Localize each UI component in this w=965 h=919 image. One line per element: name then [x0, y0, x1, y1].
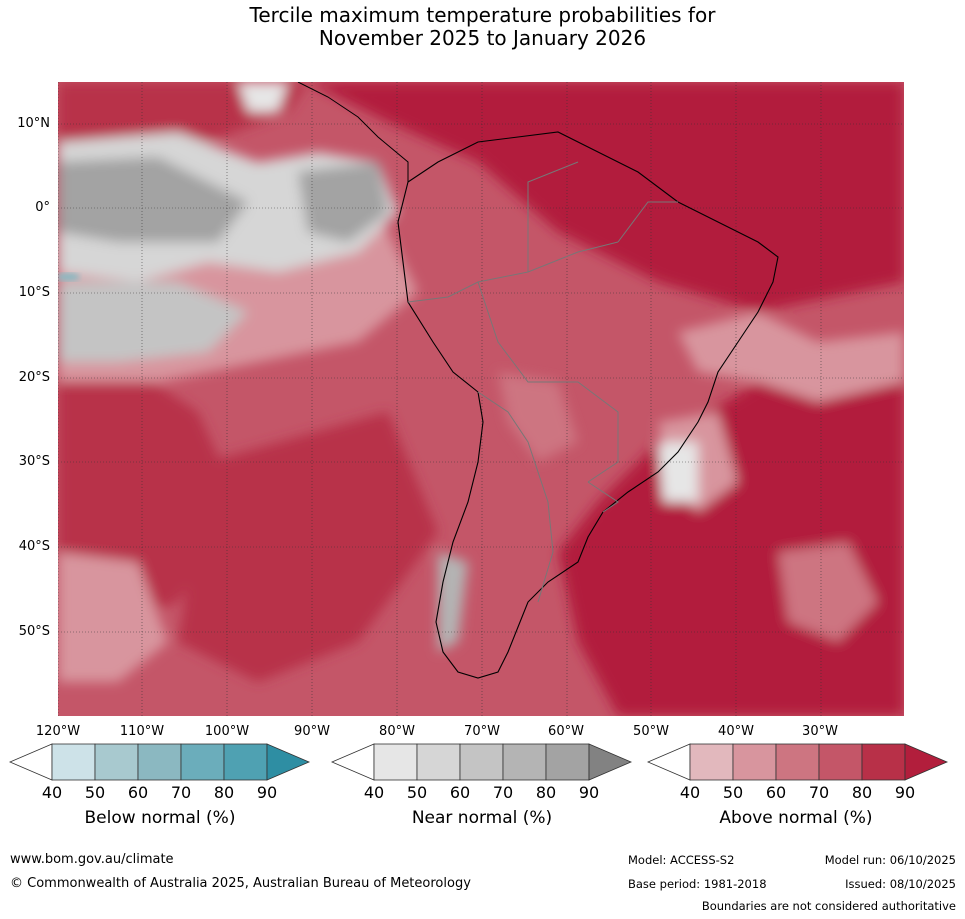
- graticule: [58, 82, 904, 716]
- title-line-2: November 2025 to January 2026: [318, 26, 647, 50]
- above-tick: 60: [765, 783, 787, 802]
- boundaries-disclaimer: Boundaries are not considered authoritat…: [701, 899, 956, 913]
- lon-label-40w: 40°W: [718, 724, 754, 739]
- above-swatch-60-70: [775, 743, 820, 781]
- near-swatch-under: [330, 743, 375, 781]
- lat-label-30s: 30°S: [18, 454, 50, 469]
- below-swatch-60-70: [137, 743, 182, 781]
- issued-date: Issued: 08/10/2025: [845, 877, 956, 891]
- map-canvas: [58, 82, 904, 716]
- above-swatch-40-50: [689, 743, 734, 781]
- above-swatch-70-80: [818, 743, 863, 781]
- lat-label-40s: 40°S: [18, 539, 50, 554]
- lat-label-0: 0°: [35, 200, 50, 215]
- model-name: Model: ACCESS-S2: [628, 853, 735, 867]
- above-tick: 40: [679, 783, 701, 802]
- near-tick: 50: [406, 783, 428, 802]
- below-tick: 70: [170, 783, 192, 802]
- below-swatch-70-80: [180, 743, 225, 781]
- lon-label-120w: 120°W: [35, 724, 81, 739]
- chart-title: Tercile maximum temperature probabilitie…: [0, 4, 965, 50]
- near-swatch-40-50: [373, 743, 418, 781]
- near-swatch-50-60: [416, 743, 461, 781]
- near-tick: 60: [449, 783, 471, 802]
- below-normal-title: Below normal (%): [84, 808, 236, 828]
- below-swatch-under: [8, 743, 53, 781]
- lon-label-100w: 100°W: [204, 724, 250, 739]
- near-swatch-over: [588, 743, 633, 781]
- model-run: Model run: 06/10/2025: [824, 853, 956, 867]
- above-swatch-80-90: [861, 743, 906, 781]
- title-line-1: Tercile maximum temperature probabilitie…: [249, 3, 716, 27]
- near-swatch-60-70: [459, 743, 504, 781]
- near-normal-title: Near normal (%): [411, 808, 553, 828]
- lon-label-30w: 30°W: [802, 724, 838, 739]
- website-link[interactable]: www.bom.gov.au/climate: [10, 852, 174, 867]
- base-period: Base period: 1981-2018: [628, 877, 767, 891]
- copyright-text: © Commonwealth of Australia 2025, Austra…: [10, 876, 471, 891]
- above-normal-title: Above normal (%): [719, 808, 873, 828]
- below-swatch-50-60: [94, 743, 139, 781]
- central-america-coastline: [297, 82, 409, 182]
- above-tick: 90: [894, 783, 916, 802]
- lon-label-70w: 70°W: [464, 724, 500, 739]
- near-tick: 70: [492, 783, 514, 802]
- country-borders: [407, 161, 678, 603]
- below-tick: 80: [213, 783, 235, 802]
- lon-label-60w: 60°W: [548, 724, 584, 739]
- near-tick: 40: [363, 783, 385, 802]
- near-swatch-70-80: [502, 743, 547, 781]
- below-swatch-40-50: [51, 743, 96, 781]
- near-normal-colorbar: [330, 743, 633, 781]
- near-tick: 80: [535, 783, 557, 802]
- above-swatch-50-60: [732, 743, 777, 781]
- below-swatch-over: [266, 743, 311, 781]
- below-swatch-80-90: [223, 743, 268, 781]
- lon-label-90w: 90°W: [294, 724, 330, 739]
- above-tick: 80: [851, 783, 873, 802]
- lat-label-10n: 10°N: [17, 116, 50, 131]
- above-tick: 50: [722, 783, 744, 802]
- lon-label-110w: 110°W: [119, 724, 165, 739]
- lat-label-20s: 20°S: [18, 370, 50, 385]
- below-tick: 90: [256, 783, 278, 802]
- below-tick: 60: [127, 783, 149, 802]
- lon-label-50w: 50°W: [633, 724, 669, 739]
- below-tick: 40: [41, 783, 63, 802]
- lon-label-80w: 80°W: [379, 724, 415, 739]
- near-swatch-80-90: [545, 743, 590, 781]
- lat-label-50s: 50°S: [18, 624, 50, 639]
- above-swatch-over: [904, 743, 949, 781]
- below-normal-colorbar: [8, 743, 311, 781]
- above-swatch-under: [646, 743, 691, 781]
- south-america-coastline: [397, 131, 779, 679]
- above-tick: 70: [808, 783, 830, 802]
- below-tick: 50: [84, 783, 106, 802]
- near-tick: 90: [578, 783, 600, 802]
- probability-map: [58, 82, 904, 716]
- lat-label-10s: 10°S: [18, 285, 50, 300]
- above-normal-colorbar: [646, 743, 949, 781]
